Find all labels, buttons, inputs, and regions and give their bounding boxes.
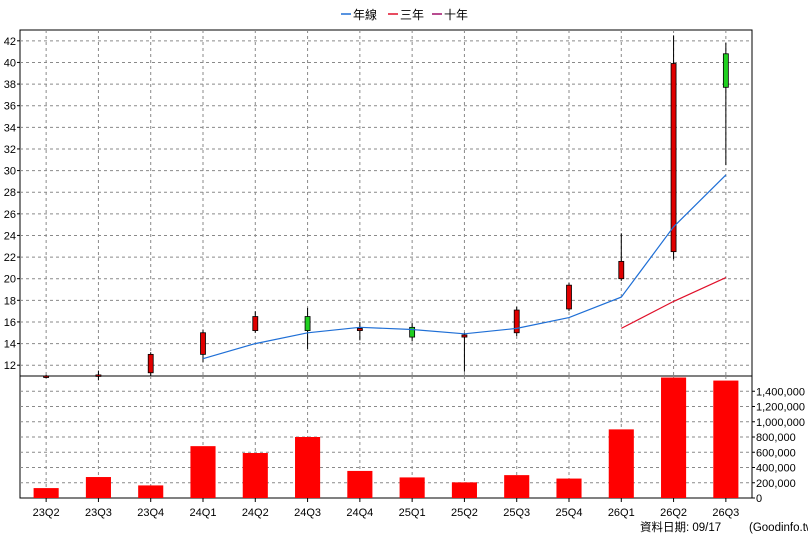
price-tick-label: 16 (4, 317, 16, 329)
x-tick-label: 23Q4 (137, 507, 164, 519)
price-tick-label: 26 (4, 209, 16, 221)
price-tick-label: 20 (4, 274, 16, 286)
volume-bar (713, 380, 739, 498)
candle-body (147, 353, 154, 374)
footer-source: (Goodinfo.tw) (749, 522, 808, 534)
candle-body (43, 375, 50, 378)
volume-bar (504, 475, 530, 498)
price-tick-label: 32 (4, 144, 16, 156)
volume-bar (556, 478, 582, 498)
price-tick-label: 24 (4, 230, 16, 242)
ma-line-2 (621, 277, 727, 329)
moving-average-lines (202, 174, 727, 360)
price-tick-label: 38 (4, 79, 16, 91)
volume-bar (85, 477, 111, 498)
price-tick-label: 36 (4, 101, 16, 113)
candle-body (356, 328, 363, 331)
volume-tick-label: 0 (756, 493, 762, 505)
volume-bar (138, 485, 164, 498)
price-plot-frame (19, 29, 753, 377)
volume-bar (661, 377, 687, 498)
candle-body (670, 63, 677, 253)
volume-bar (451, 482, 477, 498)
x-tick-label: 25Q2 (451, 507, 478, 519)
volume-tick-label: 200,000 (756, 478, 796, 490)
x-tick-label: 26Q2 (660, 507, 687, 519)
legend-label: 十年 (444, 8, 468, 22)
candle-body (95, 374, 102, 377)
candlesticks (43, 35, 729, 381)
price-tick-label: 40 (4, 57, 16, 69)
volume-tick-label: 1,400,000 (756, 386, 805, 398)
x-tick-label: 23Q3 (85, 507, 112, 519)
candle-body (461, 334, 468, 338)
x-tick-label: 26Q3 (712, 507, 739, 519)
x-tick-label: 25Q3 (503, 507, 530, 519)
candle-body (722, 53, 729, 88)
volume-bars (33, 377, 739, 498)
volume-bar (608, 429, 634, 498)
volume-bar (190, 446, 216, 498)
legend-label: 三年 (400, 8, 424, 22)
x-tick-label: 24Q1 (190, 507, 217, 519)
x-tick-label: 24Q3 (294, 507, 321, 519)
volume-bar (295, 437, 321, 498)
x-tick-label: 24Q2 (242, 507, 269, 519)
volume-bar (347, 470, 373, 498)
x-tick-label: 24Q4 (346, 507, 373, 519)
candle-body (566, 284, 572, 310)
candle-body (304, 316, 311, 331)
footer-date-label: 資料日期: 09/17 (640, 520, 721, 534)
candle-body (513, 309, 520, 334)
volume-bar (33, 488, 59, 498)
volume-grid (20, 376, 752, 498)
x-tick-label: 23Q2 (33, 507, 60, 519)
legend: 年線 三年 十年 (341, 7, 468, 22)
volume-bar (242, 453, 268, 498)
price-tick-label: 30 (4, 166, 16, 178)
legend-label: 年線 (353, 7, 377, 22)
volume-tick-label: 400,000 (756, 463, 796, 475)
price-axis: 12 14 16 18 20 22 24 26 28 30 32 34 36 38 40 42 (4, 36, 20, 372)
volume-tick-label: 800,000 (756, 432, 796, 444)
x-tick-label: 25Q4 (556, 507, 583, 519)
price-tick-label: 22 (4, 252, 16, 264)
candle-body (409, 326, 416, 338)
volume-axis: 0 200,000 400,000 600,000 800,000 1,000,000 1,… (752, 386, 805, 505)
price-tick-label: 42 (4, 36, 16, 48)
x-tick-label: 26Q1 (608, 507, 635, 519)
price-tick-label: 14 (4, 339, 16, 351)
candle-body (618, 260, 625, 280)
x-tick-label: 25Q1 (399, 507, 426, 519)
price-tick-label: 34 (4, 122, 16, 134)
ma-line-1 (202, 174, 727, 360)
candle-body (252, 316, 259, 331)
price-grid (20, 30, 752, 376)
price-tick-label: 18 (4, 295, 16, 307)
price-tick-label: 12 (4, 360, 16, 372)
volume-tick-label: 1,000,000 (756, 417, 805, 429)
candle-body (200, 332, 206, 355)
x-axis: 23Q2 23Q3 23Q4 24Q1 24Q2 24Q3 24Q4 25Q1 25Q2 25Q3… (33, 498, 739, 519)
volume-tick-label: 1,200,000 (756, 402, 805, 414)
price-tick-label: 28 (4, 187, 16, 199)
volume-tick-label: 600,000 (756, 447, 796, 459)
volume-bar (399, 477, 425, 498)
